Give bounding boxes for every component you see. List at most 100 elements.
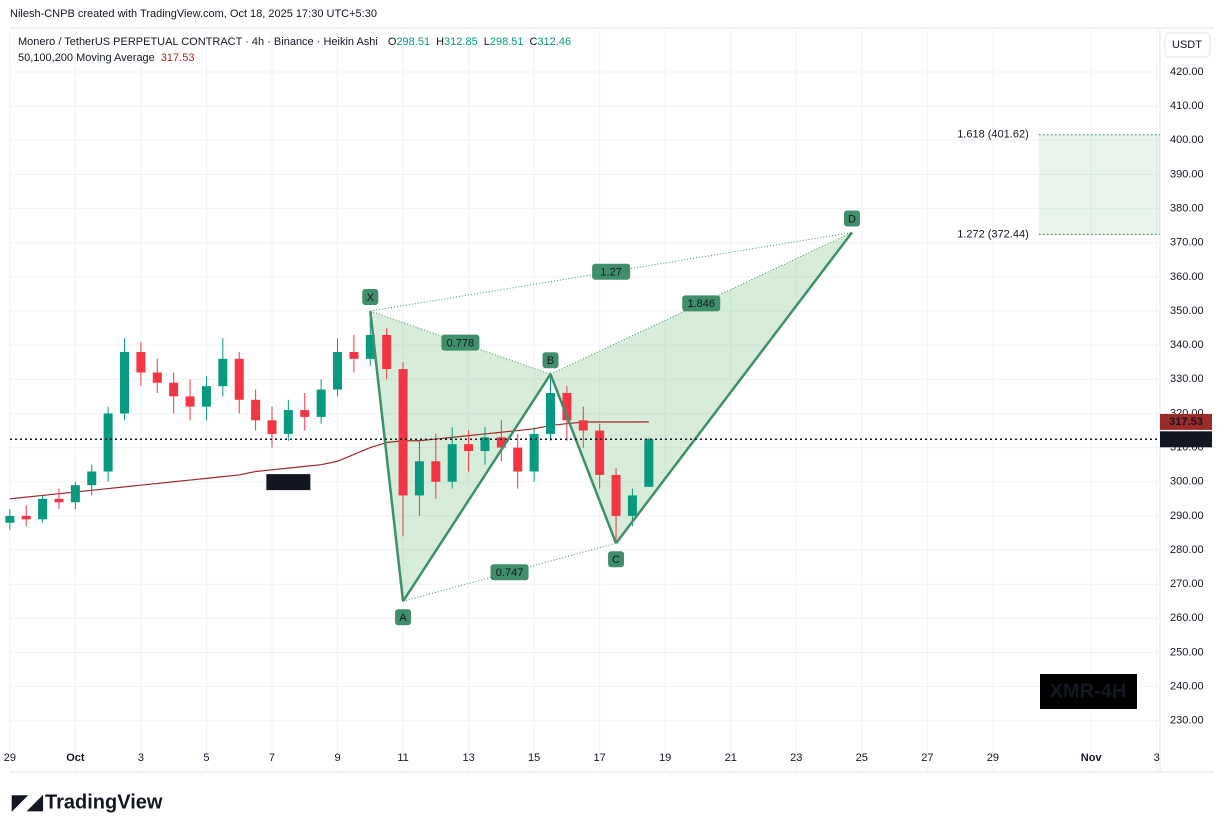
y-tick-label: 300.00 [1170,476,1204,488]
x-tick-label: 3 [1154,752,1160,764]
ratio-label: 1.846 [687,298,715,310]
candle-body [316,389,326,417]
ma-tag [266,474,311,491]
credit: Nilesh-CNPB created with TradingView.com… [10,8,377,20]
candle-body [627,495,637,516]
point-badge [362,289,379,306]
ratio-badge [490,564,529,581]
x-tick-label: 5 [203,752,209,764]
candle-body [152,372,162,383]
y-tick-label: 230.00 [1170,715,1204,727]
y-tick-label: 400.00 [1170,134,1204,146]
candle-body [431,461,441,482]
candle-body [595,430,605,475]
point-badge [843,210,860,227]
candle-body [398,369,408,496]
ratio-label: 0.747 [496,567,524,579]
candle-body [21,515,31,520]
y-tick-label: 410.00 [1170,100,1204,112]
candle-body [136,352,146,373]
ratio-badge [592,263,631,280]
ratio-line [370,310,551,375]
candle-body [414,461,424,496]
ratio-label: 0.778 [447,338,475,350]
y-tick-label: 390.00 [1170,168,1204,180]
x-tick-label: 11 [397,752,408,764]
symbol-badge: XMR-4H [1050,680,1127,702]
candle-body [496,437,506,448]
candle-body [480,437,490,452]
ohlc-value: 298.51 [396,36,430,48]
symbol-badge-bg [1040,674,1137,709]
x-tick-label: 23 [790,752,802,764]
pattern-area [550,232,852,544]
x-tick-label: 13 [462,752,474,764]
candle-body [365,334,375,359]
target-zone [1038,134,1160,235]
plot: 0.778 1.27 1.846 0.747 X A B C D 100 MA [5,30,1160,772]
x-tick-label: Oct [66,752,85,764]
currency[interactable]: USDT [1172,39,1202,51]
ohlc-value: 312.46 [537,36,571,48]
candle-body [464,444,474,452]
ratio-badge [441,334,480,351]
candle-body [120,352,130,414]
ma-price-label: 317.53 [1169,416,1203,428]
x-tick-label: 19 [659,752,671,764]
candle-body [103,413,113,472]
candle-body [611,474,621,516]
ma-price-tag [1160,413,1212,430]
y-tick-label: 260.00 [1170,612,1204,624]
y-tick-label: 250.00 [1170,646,1204,658]
x-tick-label: Nov [1081,752,1103,764]
candle-body [38,498,48,520]
x-tick-label: 9 [334,752,340,764]
y-tick-label: 340.00 [1170,339,1204,351]
candle-body [578,420,588,431]
x-tick-label: 15 [528,752,540,764]
candle-body [283,410,293,434]
y-tick-label: 350.00 [1170,305,1204,317]
candle-body [54,498,64,503]
ma-tag-label: 100 MA [271,478,306,489]
ohlc-key: H [436,36,444,48]
currency-button[interactable] [1164,32,1211,58]
y-tick-label: 280.00 [1170,544,1204,556]
candle-body [5,515,15,523]
candle-body [513,447,523,472]
point-label: D [848,213,856,225]
candle-body [218,358,228,387]
point-label: A [399,612,407,624]
candle-body [382,334,392,370]
candle-body [87,471,97,486]
candle-body [447,444,457,482]
ma-legend-value: 317.53 [161,52,195,64]
point-label: C [612,554,620,566]
ratio-line [370,231,853,312]
y-tick-label: 330.00 [1170,373,1204,385]
ma-line [9,421,649,500]
x-tick-label: 29 [4,752,16,764]
candle-body [201,386,211,407]
pattern-leg [402,373,552,602]
ohlc-value: 312.85 [444,36,478,48]
y-tick-label: 380.00 [1170,202,1204,214]
price-tag [1160,431,1212,448]
chart-title: Monero / TetherUS PERPETUAL CONTRACT · 4… [18,36,378,48]
pattern-leg [369,310,405,602]
target-label: 1.618 (401.62) [957,129,1029,141]
candle-body [185,396,195,407]
candle-body [169,382,179,397]
y-tick-label: 240.00 [1170,681,1204,693]
y-tick-label: 290.00 [1170,510,1204,522]
point-label: B [547,355,554,367]
x-tick-label: 3 [138,752,144,764]
ohlc-value: 298.51 [490,36,524,48]
ratio-label: 1.27 [600,267,621,279]
ratio-line [402,542,617,602]
target-label: 1.272 (372.44) [957,228,1029,240]
candle-body [70,485,80,503]
x-tick-label: 7 [269,752,275,764]
